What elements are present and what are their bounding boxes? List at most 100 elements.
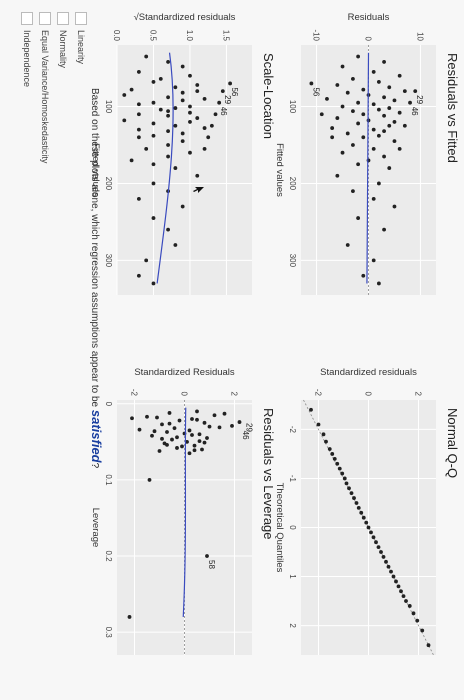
x-tick-label: 0 — [288, 525, 297, 530]
data-point — [173, 123, 178, 128]
data-point — [209, 123, 214, 128]
data-point — [150, 433, 154, 438]
data-point — [335, 173, 340, 178]
data-point — [151, 80, 156, 84]
data-point — [408, 100, 412, 105]
option-normality[interactable]: Normality — [57, 12, 69, 68]
y-tick-label: -2 — [314, 389, 323, 397]
data-point — [342, 476, 347, 481]
data-point — [145, 414, 149, 419]
data-point — [187, 451, 192, 456]
data-point — [152, 429, 157, 434]
x-tick-label: 0.1 — [104, 474, 113, 486]
outlier-label: 58 — [207, 560, 216, 569]
data-point — [136, 112, 141, 117]
data-point — [202, 126, 207, 130]
data-point — [195, 83, 200, 87]
data-point — [151, 281, 156, 286]
data-point — [319, 112, 324, 117]
data-point — [212, 413, 217, 418]
plot-residuals-vs-leverage: Residuals vs Leverage 0 0.1 0.2 0.3 -2 0 2 Lever… — [90, 367, 276, 655]
data-point — [371, 196, 376, 201]
data-point — [426, 643, 431, 648]
data-point — [188, 150, 192, 155]
x-tick-label: 0.3 — [104, 627, 113, 639]
x-tick-label: 100 — [104, 100, 113, 114]
data-point — [192, 443, 197, 448]
plot-residuals-vs-fitted: Residuals vs Fitted 100 200 300 -10 0 10 Fitted… — [274, 12, 460, 295]
data-point — [420, 628, 425, 633]
data-point — [345, 90, 350, 95]
data-point — [166, 129, 170, 134]
option-equal-variance[interactable]: Equal Variance/Homoskedasticity — [39, 12, 51, 163]
x-tick-label: -2 — [288, 426, 297, 434]
data-point — [371, 535, 376, 540]
data-point — [344, 481, 349, 486]
data-point — [155, 415, 159, 420]
checkbox[interactable] — [21, 12, 33, 25]
plot-title: Residuals vs Fitted — [445, 53, 460, 163]
data-point — [166, 154, 170, 159]
data-point — [167, 411, 172, 415]
data-point — [387, 166, 392, 170]
data-point — [351, 189, 355, 194]
data-point — [180, 204, 185, 209]
checkbox[interactable] — [75, 12, 87, 25]
data-point — [151, 162, 156, 167]
data-point — [195, 173, 200, 178]
data-point — [197, 432, 202, 437]
data-point — [366, 525, 371, 530]
checkbox[interactable] — [57, 12, 69, 25]
data-point — [411, 611, 416, 616]
data-point — [158, 76, 163, 81]
data-point — [180, 90, 185, 95]
data-point — [166, 227, 170, 232]
data-point — [160, 422, 164, 427]
x-tick-label: 200 — [288, 177, 297, 191]
data-point — [397, 146, 402, 151]
outlier-label: 46 — [410, 107, 419, 116]
data-point — [401, 594, 406, 599]
data-point — [376, 133, 381, 138]
data-point — [202, 420, 207, 425]
data-point — [352, 496, 356, 500]
checkbox[interactable] — [39, 12, 51, 25]
data-point — [172, 426, 177, 431]
data-point — [220, 89, 225, 94]
data-point — [122, 118, 127, 123]
data-point — [175, 446, 179, 450]
data-point — [185, 439, 189, 444]
data-point — [136, 127, 141, 132]
smooth-line — [366, 52, 370, 284]
data-point — [213, 112, 218, 117]
data-point — [387, 85, 392, 90]
data-point — [413, 89, 418, 94]
data-point — [371, 70, 376, 74]
option-label: Independence — [22, 30, 32, 88]
data-point — [175, 435, 179, 440]
question-suffix: ? — [89, 462, 100, 469]
y-axis-title: Standardized residuals — [320, 367, 417, 378]
data-point — [364, 520, 369, 525]
y-tick-label: 0 — [364, 392, 373, 397]
data-point — [337, 466, 342, 471]
data-point — [349, 491, 354, 496]
y-tick-label: 2 — [230, 392, 239, 397]
data-point — [151, 121, 156, 126]
data-point — [173, 106, 178, 110]
option-linearity[interactable]: Linearity — [75, 12, 87, 64]
data-point — [157, 449, 162, 453]
data-point — [160, 436, 164, 441]
plot-title: Residuals vs Leverage — [261, 408, 276, 540]
data-point — [206, 135, 211, 140]
option-independence[interactable]: Independence — [21, 12, 33, 87]
data-point — [122, 93, 127, 97]
data-point — [173, 85, 178, 90]
data-point — [330, 126, 335, 130]
data-point — [340, 64, 345, 69]
data-point — [130, 416, 134, 421]
data-point — [205, 436, 209, 440]
data-point — [144, 258, 149, 263]
data-point — [195, 116, 200, 120]
y-axis-title: √Standardized residuals — [134, 12, 236, 23]
